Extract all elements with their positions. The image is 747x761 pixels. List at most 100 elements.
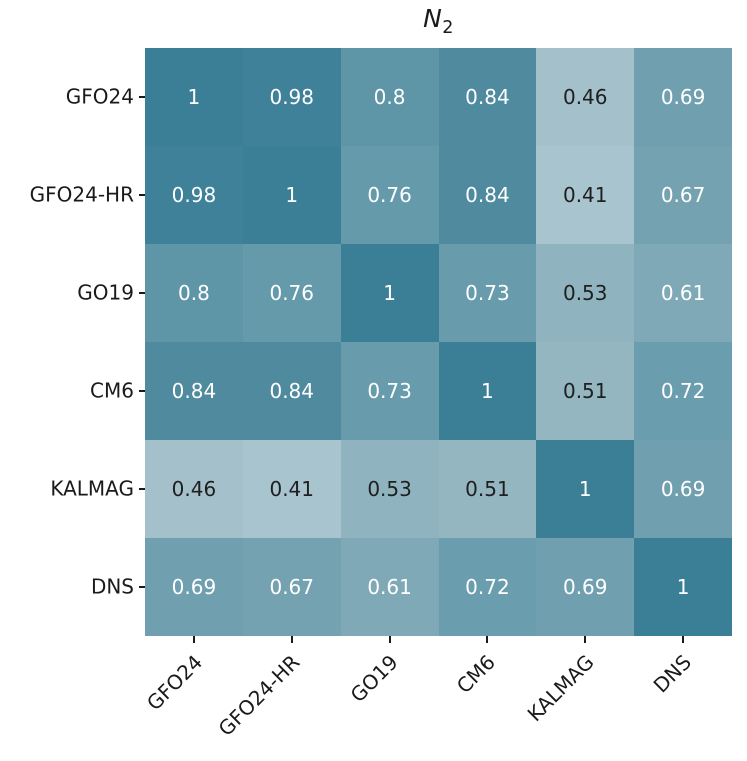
- cell-value: 0.72: [465, 575, 510, 599]
- chart-title-main: N: [423, 4, 443, 33]
- heatmap-cell: 0.41: [536, 146, 635, 244]
- x-axis-tick: [584, 636, 587, 643]
- heatmap-cell: 0.61: [634, 244, 732, 342]
- cell-value: 0.84: [465, 183, 510, 207]
- cell-value: 0.51: [465, 477, 510, 501]
- chart-title: N2: [145, 4, 732, 38]
- cell-value: 0.8: [373, 85, 406, 109]
- cell-value: 0.53: [562, 281, 608, 305]
- heatmap-cell: 1: [340, 244, 439, 342]
- y-axis-label-go19: GO19: [77, 280, 134, 305]
- cell-value: 0.69: [660, 85, 706, 109]
- heatmap-cell: 0.67: [634, 146, 732, 244]
- x-axis-label-dns: DNS: [648, 650, 697, 698]
- x-axis-tick: [290, 636, 293, 643]
- x-axis-tick: [486, 636, 489, 643]
- cell-value: 0.51: [562, 379, 608, 403]
- heatmap-cell: 0.72: [634, 342, 732, 440]
- y-axis-label-dns: DNS: [90, 574, 134, 599]
- heatmap-cell: 1: [634, 538, 732, 636]
- cell-value: 0.73: [465, 281, 510, 305]
- y-axis-tick: [139, 194, 145, 196]
- x-axis-label-gfo24: GFO24: [141, 650, 207, 716]
- heatmap-cell: 0.51: [438, 440, 537, 538]
- heatmap-cell: 0.46: [145, 440, 243, 538]
- y-axis-label-kalmag: KALMAG: [50, 476, 134, 501]
- cell-value: 0.61: [367, 575, 412, 599]
- heatmap-cell: 1: [242, 146, 341, 244]
- x-axis-tick: [682, 636, 685, 643]
- heatmap-cell: 0.69: [145, 538, 243, 636]
- x-axis-label-kalmag: KALMAG: [522, 650, 599, 727]
- heatmap-cell: 0.76: [340, 146, 439, 244]
- heatmap-cell: 1: [536, 440, 635, 538]
- x-axis-label-gfo24-hr: GFO24-HR: [213, 650, 305, 741]
- y-axis-tick: [139, 292, 145, 294]
- heatmap-cell: 0.67: [242, 538, 341, 636]
- heatmap-cell: 0.84: [242, 342, 341, 440]
- y-axis-tick: [139, 390, 145, 392]
- heatmap-cell: 0.84: [145, 342, 243, 440]
- heatmap-cell: 0.69: [634, 440, 732, 538]
- cell-value: 0.84: [465, 85, 510, 109]
- x-axis-label-cm6: CM6: [452, 650, 501, 699]
- cell-value: 0.61: [660, 281, 706, 305]
- heatmap-cell: 0.8: [145, 244, 243, 342]
- cell-value: 0.67: [269, 575, 314, 599]
- cell-value: 1: [676, 575, 690, 599]
- cell-value: 0.98: [269, 85, 314, 109]
- heatmap-cell: 0.98: [145, 146, 243, 244]
- x-axis-tick: [192, 636, 195, 643]
- heatmap-cell: 0.73: [340, 342, 439, 440]
- chart-title-subscript: 2: [442, 18, 454, 38]
- cell-value: 0.98: [171, 183, 217, 207]
- heatmap-cell: 1: [145, 48, 243, 146]
- heatmap-cell: 0.98: [242, 48, 341, 146]
- heatmap-cell: 0.84: [438, 146, 537, 244]
- heatmap-cell: 0.61: [340, 538, 439, 636]
- heatmap-cell: 1: [438, 342, 537, 440]
- heatmap-cell: 0.46: [536, 48, 635, 146]
- heatmap-cell: 0.53: [340, 440, 439, 538]
- cell-value: 0.84: [171, 379, 217, 403]
- x-axis-tick: [388, 636, 391, 643]
- x-axis-label-go19: GO19: [345, 650, 403, 708]
- cell-value: 1: [578, 477, 592, 501]
- cell-value: 0.41: [562, 183, 608, 207]
- cell-value: 0.46: [562, 85, 608, 109]
- cell-value: 0.46: [171, 477, 217, 501]
- heatmap-grid: 1 0.98 0.8 0.84 0.46 0.69 0.98 1 0.76 0.84 0.41 0.6…: [145, 48, 732, 636]
- heatmap-cell: 0.51: [536, 342, 635, 440]
- heatmap-cell: 0.8: [340, 48, 439, 146]
- heatmap-cell: 0.72: [438, 538, 537, 636]
- heatmap-cell: 0.69: [634, 48, 732, 146]
- y-axis-label-gfo24: GFO24: [65, 84, 134, 109]
- heatmap-cell: 0.41: [242, 440, 341, 538]
- y-axis-tick: [139, 586, 145, 588]
- heatmap-cell: 0.73: [438, 244, 537, 342]
- y-axis-tick: [139, 488, 145, 490]
- cell-value: 0.8: [178, 281, 210, 305]
- y-axis-label-cm6: CM6: [90, 378, 134, 403]
- cell-value: 0.67: [660, 183, 706, 207]
- cell-value: 0.69: [660, 477, 706, 501]
- y-axis-tick: [139, 96, 145, 98]
- cell-value: 1: [285, 183, 299, 207]
- heatmap-cell: 0.76: [242, 244, 341, 342]
- cell-value: 1: [383, 281, 396, 305]
- cell-value: 0.53: [367, 477, 412, 501]
- cell-value: 0.69: [171, 575, 217, 599]
- cell-value: 0.84: [269, 379, 314, 403]
- cell-value: 0.72: [660, 379, 706, 403]
- heatmap-cell: 0.53: [536, 244, 635, 342]
- cell-value: 0.73: [367, 379, 412, 403]
- cell-value: 0.76: [269, 281, 314, 305]
- heatmap-cell: 0.84: [438, 48, 537, 146]
- cell-value: 0.41: [269, 477, 314, 501]
- cell-value: 0.76: [367, 183, 412, 207]
- cell-value: 1: [481, 379, 494, 403]
- y-axis-label-gfo24-hr: GFO24-HR: [29, 182, 134, 207]
- cell-value: 1: [187, 85, 201, 109]
- heatmap-cell: 0.69: [536, 538, 635, 636]
